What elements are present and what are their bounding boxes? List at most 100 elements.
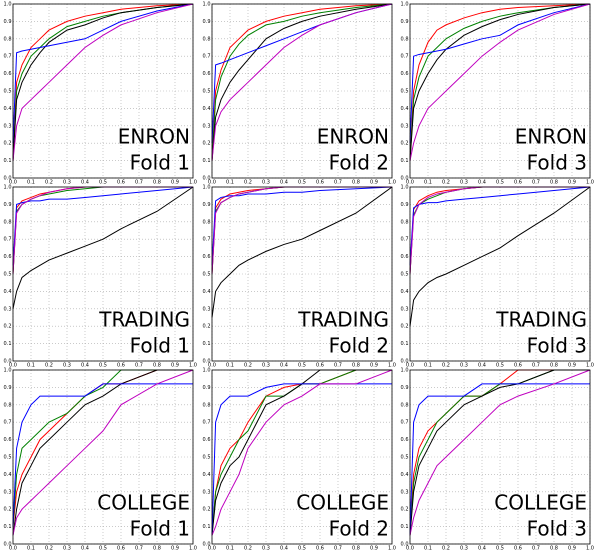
x-tick-label: 0.2 (442, 363, 450, 369)
x-tick-label: 0.4 (478, 546, 486, 552)
y-tick-label: 0.5 (4, 272, 12, 278)
x-tick-label: 0.9 (568, 363, 576, 369)
y-tick-label: 0.7 (4, 54, 12, 60)
y-tick-label: 0.7 (401, 420, 409, 426)
x-tick-label: 0.8 (352, 180, 360, 186)
y-tick-label: 0.2 (203, 507, 211, 513)
x-tick-label: 0.6 (514, 180, 522, 186)
x-tick-label: 0.3 (262, 546, 270, 552)
y-tick-label: 0.0 (401, 542, 409, 548)
y-tick-label: 0.9 (203, 385, 211, 391)
x-tick-label: 0.2 (244, 363, 252, 369)
y-tick-label: 0.1 (4, 158, 12, 164)
x-tick-label: 0.3 (63, 546, 71, 552)
y-tick-label: 0.6 (203, 437, 211, 443)
y-tick-label: 0.0 (4, 542, 12, 548)
x-tick-label: 0.1 (424, 180, 432, 186)
y-tick-label: 0.5 (203, 272, 211, 278)
x-tick-label: 0.0 (9, 363, 17, 369)
x-tick-label: 0.5 (298, 180, 306, 186)
y-tick-label: 0.0 (4, 359, 12, 365)
plot-frame (211, 186, 393, 362)
roc-line (211, 3, 393, 161)
y-tick-label: 0.0 (4, 176, 12, 182)
x-tick-label: 0.9 (171, 180, 179, 186)
x-tick-label: 0.6 (316, 180, 324, 186)
roc-line (409, 186, 591, 327)
y-tick-label: 0.1 (203, 158, 211, 164)
annotation: Fold 1 (130, 334, 190, 358)
x-tick-label: 0.1 (27, 180, 35, 186)
y-tick-label: 0.1 (401, 341, 409, 347)
roc-line (409, 369, 591, 536)
x-tick-label: 0.1 (27, 546, 35, 552)
y-tick-label: 0.2 (203, 324, 211, 330)
roc-line (211, 3, 393, 161)
x-tick-label: 0.7 (334, 363, 342, 369)
y-tick-label: 0.9 (401, 385, 409, 391)
y-tick-label: 0.2 (4, 507, 12, 513)
y-tick-label: 0.4 (4, 289, 12, 295)
x-tick-label: 1.0 (586, 180, 594, 186)
y-tick-label: 0.6 (4, 71, 12, 77)
y-tick-label: 0.0 (203, 542, 211, 548)
panel: 0.0 0.1 0.2 0.3 0.4 0.5 0.6 0.7 0.8 0.9 1.0 0.0 0.1 0… (203, 2, 396, 186)
y-tick-label: 0.2 (4, 324, 12, 330)
x-tick-label: 0.5 (496, 180, 504, 186)
x-tick-label: 0.5 (496, 363, 504, 369)
annotation: ENRON (317, 125, 389, 149)
roc-line (211, 186, 393, 266)
x-tick-label: 0.0 (406, 363, 414, 369)
y-tick-label: 0.0 (203, 176, 211, 182)
roc-line (409, 383, 590, 536)
y-tick-label: 0.4 (401, 106, 409, 112)
x-tick-label: 0.9 (370, 363, 378, 369)
annotation: Fold 1 (130, 151, 190, 175)
y-tick-label: 0.8 (401, 402, 409, 408)
y-tick-label: 1.0 (401, 185, 409, 191)
x-tick-label: 0.8 (153, 363, 161, 369)
x-tick-label: 0.6 (316, 363, 324, 369)
panel: 0.0 0.1 0.2 0.3 0.4 0.5 0.6 0.7 0.8 0.9 1.0 0.0 0.1 0… (203, 368, 396, 552)
panel: 0.0 0.1 0.2 0.3 0.4 0.5 0.6 0.7 0.8 0.9 1.0 0.0 0.1 0… (401, 2, 594, 186)
y-tick-label: 0.4 (4, 472, 12, 478)
x-tick-label: 0.7 (334, 546, 342, 552)
y-tick-label: 0.7 (203, 54, 211, 60)
annotation: ENRON (515, 125, 587, 149)
x-tick-label: 0.9 (568, 546, 576, 552)
x-tick-label: 0.3 (262, 180, 270, 186)
y-tick-label: 0.3 (401, 489, 409, 495)
y-tick-label: 0.9 (4, 19, 12, 25)
roc-line (409, 3, 591, 161)
y-tick-label: 1.0 (401, 2, 409, 8)
y-tick-label: 0.7 (203, 420, 211, 426)
roc-line (12, 3, 194, 144)
roc-line (211, 186, 393, 318)
y-tick-label: 0.5 (401, 272, 409, 278)
x-tick-label: 0.0 (9, 180, 17, 186)
y-tick-label: 0.6 (401, 254, 409, 260)
x-tick-label: 0.9 (568, 180, 576, 186)
x-tick-label: 0.7 (334, 180, 342, 186)
x-tick-label: 0.6 (316, 546, 324, 552)
x-tick-label: 0.0 (208, 546, 216, 552)
y-tick-label: 0.4 (401, 472, 409, 478)
x-tick-label: 0.4 (81, 180, 89, 186)
roc-line (409, 186, 591, 266)
y-tick-label: 0.2 (4, 141, 12, 147)
x-tick-label: 0.5 (298, 546, 306, 552)
y-tick-label: 0.4 (4, 106, 12, 112)
x-tick-label: 0.6 (117, 546, 125, 552)
x-tick-label: 0.2 (244, 546, 252, 552)
x-tick-label: 1.0 (388, 363, 396, 369)
panel: 0.0 0.1 0.2 0.3 0.4 0.5 0.6 0.7 0.8 0.9 1.0 0.0 0.1 0… (401, 185, 594, 369)
x-tick-label: 0.2 (45, 546, 53, 552)
x-tick-label: 1.0 (586, 546, 594, 552)
annotation: COLLEGE (97, 491, 190, 515)
y-tick-label: 0.5 (4, 455, 12, 461)
roc-line (12, 186, 194, 266)
x-tick-label: 0.1 (226, 363, 234, 369)
roc-line (211, 369, 393, 536)
y-tick-label: 0.9 (4, 202, 12, 208)
